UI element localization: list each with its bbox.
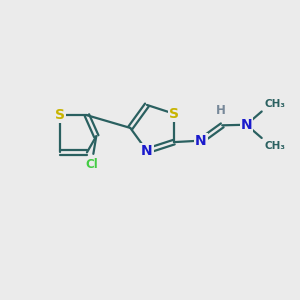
Text: S: S <box>55 108 65 122</box>
Text: S: S <box>169 107 179 121</box>
Text: CH₃: CH₃ <box>265 98 286 109</box>
Text: N: N <box>241 118 252 132</box>
Text: CH₃: CH₃ <box>265 141 286 151</box>
Text: N: N <box>141 144 153 158</box>
Text: N: N <box>195 134 207 148</box>
Text: Cl: Cl <box>85 158 98 171</box>
Text: H: H <box>216 103 226 116</box>
